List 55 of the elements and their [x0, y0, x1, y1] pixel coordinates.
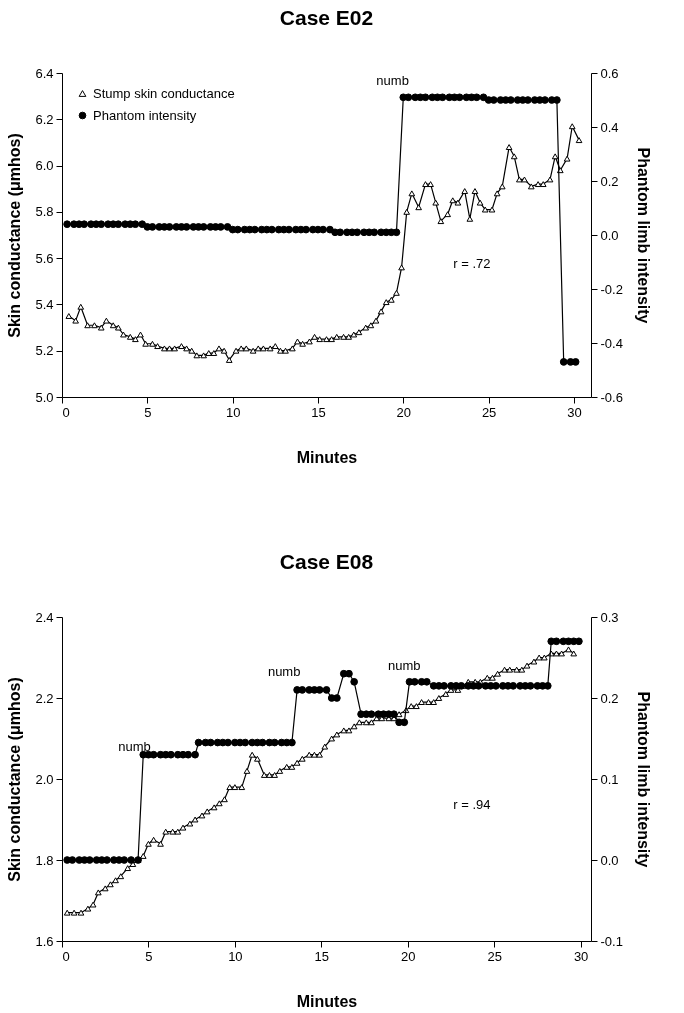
annotation: numb [118, 738, 151, 754]
y2-tick-label: -0.1 [600, 933, 623, 949]
y-tick-label: 2.2 [35, 690, 54, 706]
chart-title: Case E08 [279, 550, 374, 573]
y-tick-label: 1.8 [35, 852, 54, 868]
x-tick-label: 20 [396, 404, 412, 420]
annotation: numb [267, 664, 301, 680]
annotation: r = .94 [453, 796, 491, 812]
y-tick-label: 2.0 [35, 771, 54, 787]
x-tick-label: 20 [401, 948, 416, 964]
y2-tick-label: 0.3 [600, 609, 619, 625]
y-tick-label: 5.0 [35, 389, 54, 405]
x-tick-label: 0 [62, 948, 70, 964]
y2-tick-label: 0.0 [600, 852, 619, 868]
x-tick-label: 10 [225, 404, 241, 420]
annotation: r = .72 [453, 256, 491, 272]
y2-tick-label: -0.2 [600, 281, 623, 297]
annotation: numb [376, 73, 409, 89]
y-tick-label: 5.4 [35, 296, 54, 312]
y-tick-label: 5.2 [35, 343, 54, 359]
x-tick-label: 15 [314, 948, 330, 964]
y-tick-label: 5.6 [35, 250, 54, 266]
y-tick-label: 6.4 [35, 65, 54, 81]
chart-title: Case E02 [279, 6, 374, 29]
x-tick-label: 25 [481, 404, 497, 420]
y-tick-label: 6.0 [35, 158, 54, 174]
y2-axis-title: Phantom limb intensity [634, 147, 652, 324]
y2-tick-label: 0.2 [600, 690, 619, 706]
y-axis-title: Skin conductance (μmhos) [6, 133, 24, 338]
y-tick-label: 2.4 [35, 609, 54, 625]
y-tick-label: 6.2 [35, 111, 54, 127]
x-axis-title: Minutes [296, 448, 358, 466]
x-tick-label: 10 [228, 948, 243, 964]
y2-axis-title: Phantom limb intensity [634, 691, 652, 868]
legend-label: Phantom intensity [93, 107, 197, 123]
annotation: numb [388, 657, 421, 673]
x-tick-label: 15 [311, 404, 326, 420]
y2-tick-label: -0.6 [600, 389, 623, 405]
y-tick-label: 1.6 [35, 933, 54, 949]
x-tick-label: 5 [145, 948, 153, 964]
y-tick-label: 5.8 [35, 204, 54, 220]
x-axis-title: Minutes [296, 992, 358, 1010]
x-tick-label: 30 [567, 404, 582, 420]
y2-tick-label: 0.4 [600, 119, 619, 135]
y2-tick-label: 0.0 [600, 227, 619, 243]
y-axis-title: Skin conductance (μmhos) [6, 677, 24, 882]
y2-tick-label: 0.2 [600, 173, 619, 189]
y2-tick-label: -0.4 [600, 335, 623, 351]
x-tick-label: 30 [573, 948, 589, 964]
legend-label: Stump skin conductance [93, 85, 235, 101]
y2-tick-label: 0.6 [600, 65, 619, 81]
x-tick-label: 25 [487, 948, 502, 964]
x-tick-label: 0 [62, 404, 70, 420]
x-tick-label: 5 [144, 404, 152, 420]
y2-tick-label: 0.1 [600, 771, 619, 787]
